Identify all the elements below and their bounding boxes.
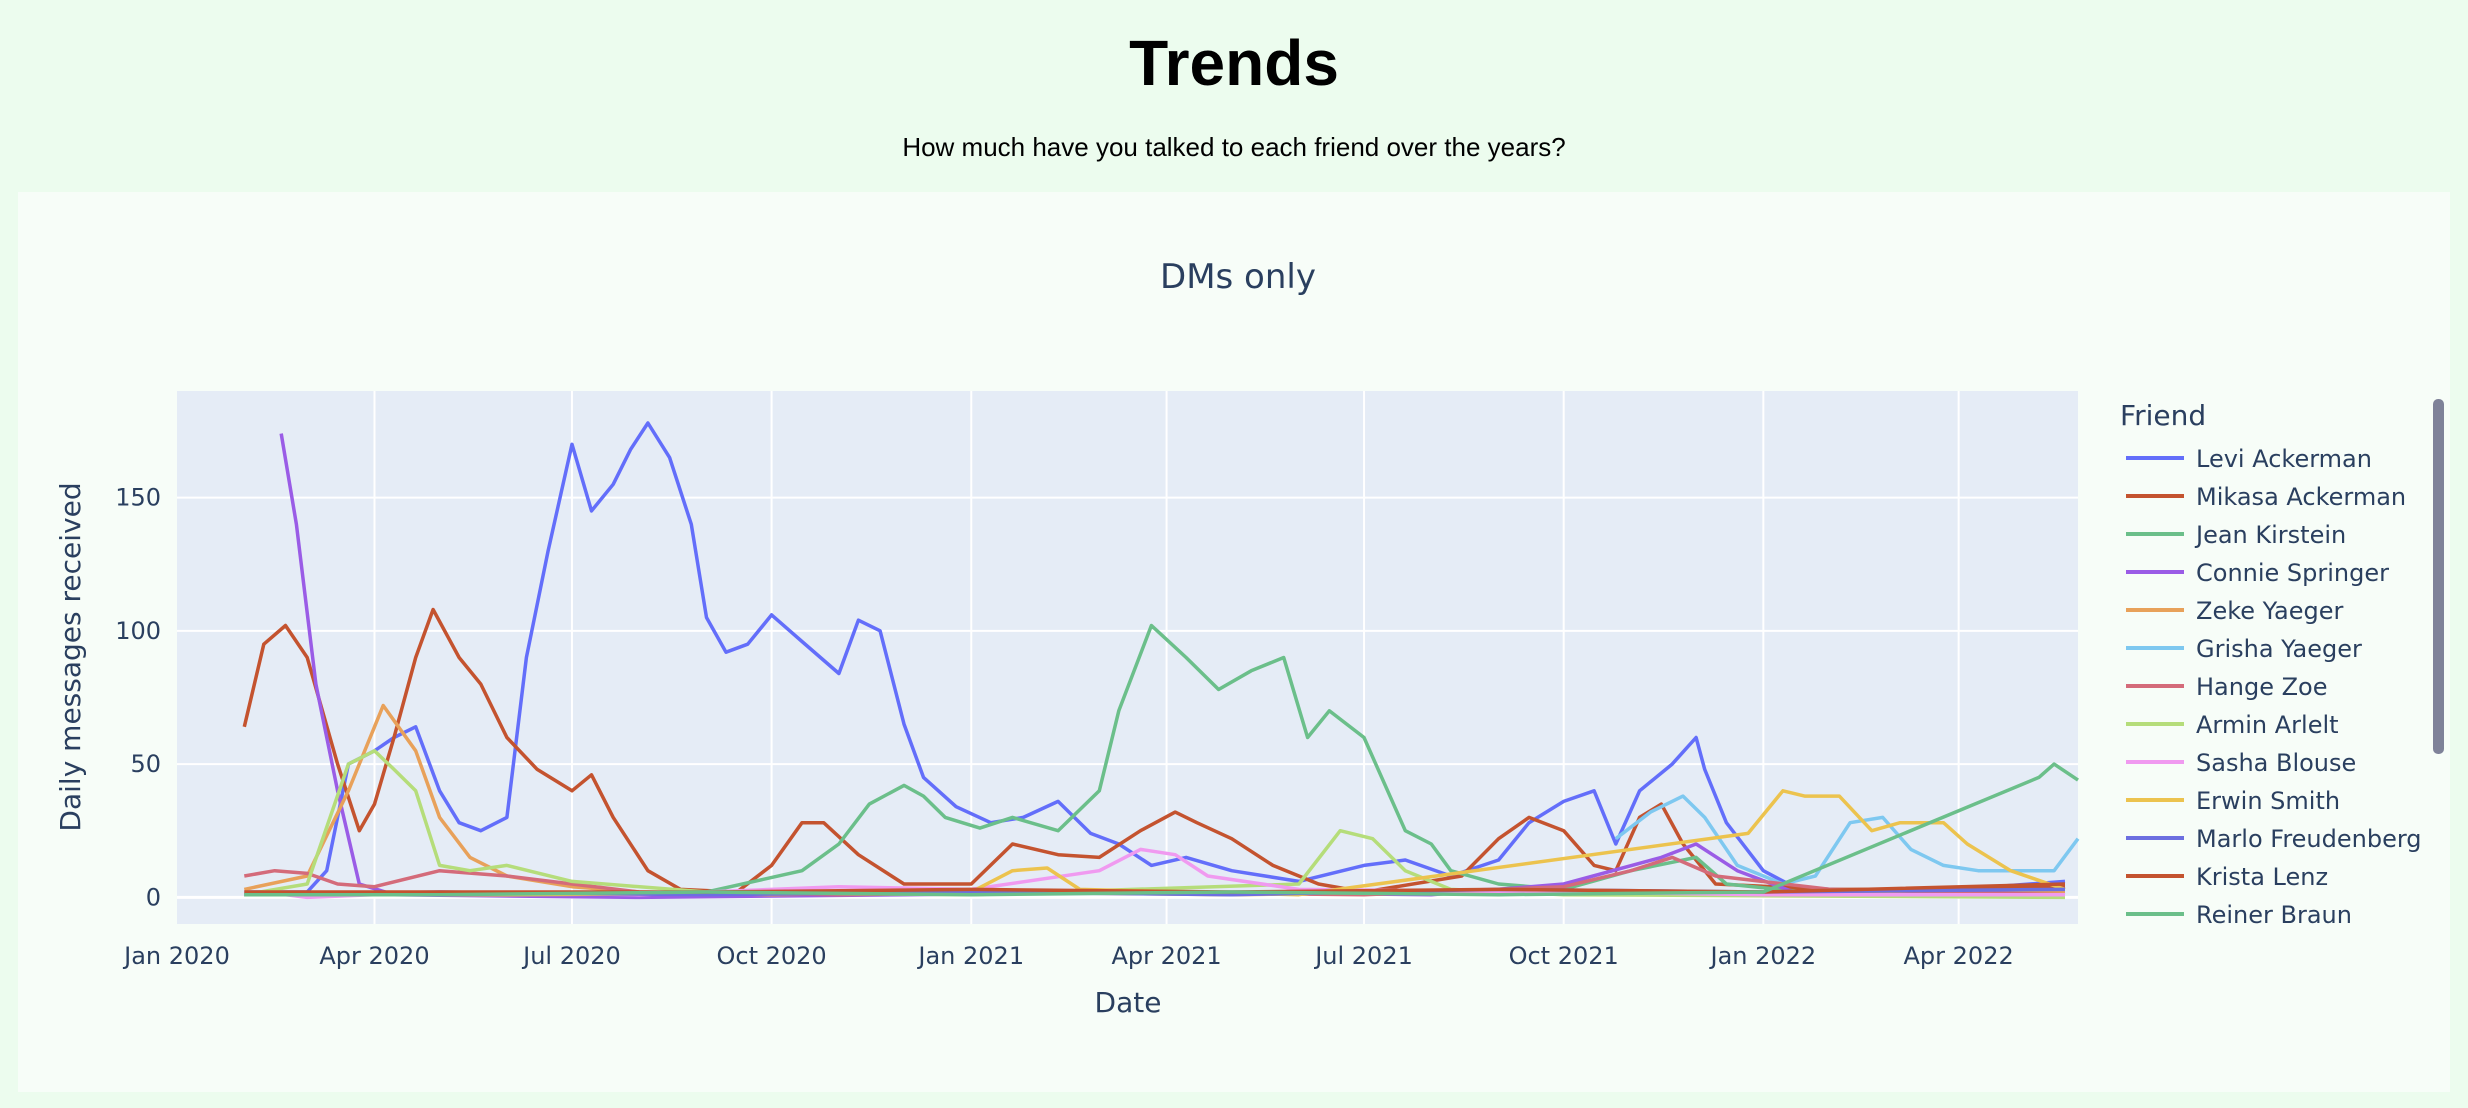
y-axis-label: Daily messages received — [54, 482, 87, 831]
legend-scrollbar-thumb[interactable] — [2433, 399, 2444, 754]
legend-label: Sasha Blouse — [2196, 749, 2356, 777]
legend-label: Grisha Yaeger — [2196, 635, 2362, 663]
legend-item[interactable]: Connie Springer — [2126, 559, 2389, 587]
legend-label: Levi Ackerman — [2196, 445, 2372, 473]
page-subtitle: How much have you talked to each friend … — [902, 132, 1566, 162]
legend-label: Zeke Yaeger — [2196, 597, 2343, 625]
legend-item[interactable]: Hange Zoe — [2126, 673, 2327, 701]
series-line[interactable] — [244, 762, 2079, 897]
page-title: Trends — [1129, 27, 1339, 99]
legend-label: Armin Arlelt — [2196, 711, 2339, 739]
legend: Friend Levi Ackerman Mikasa Ackerman Jean … — [2120, 399, 2422, 929]
line-chart[interactable]: DMs only Jan 2020 Apr 2020 Jul 2020 Oct 202… — [18, 192, 2450, 1092]
y-axis-ticks: 0 50 100 150 — [115, 484, 161, 912]
legend-label: Marlo Freudenberg — [2196, 825, 2422, 853]
series-line[interactable] — [244, 749, 2066, 900]
series-line[interactable] — [244, 789, 2066, 897]
legend-item[interactable]: Jean Kirstein — [2126, 521, 2346, 549]
x-tick-label: Jul 2021 — [1313, 942, 1413, 970]
y-tick-label: 150 — [115, 484, 161, 512]
chart-card: DMs only Jan 2020 Apr 2020 Jul 2020 Oct 202… — [18, 192, 2450, 1092]
legend-item[interactable]: Levi Ackerman — [2126, 445, 2372, 473]
y-tick-label: 100 — [115, 617, 161, 645]
legend-item[interactable]: Krista Lenz — [2126, 863, 2328, 891]
legend-item[interactable]: Erwin Smith — [2126, 787, 2340, 815]
legend-title: Friend — [2120, 399, 2206, 432]
legend-item[interactable]: Reiner Braun — [2126, 901, 2352, 929]
series-lines — [242, 421, 2080, 900]
x-tick-label: Jan 2020 — [122, 942, 230, 970]
x-gridlines — [373, 391, 1960, 924]
legend-label: Connie Springer — [2196, 559, 2389, 587]
series-line[interactable] — [244, 421, 2066, 894]
x-tick-label: Jan 2022 — [1708, 942, 1816, 970]
legend-label: Krista Lenz — [2196, 863, 2328, 891]
legend-item[interactable]: Sasha Blouse — [2126, 749, 2356, 777]
chart-title: DMs only — [1160, 257, 1316, 297]
x-tick-label: Jan 2021 — [916, 942, 1024, 970]
y-tick-label: 50 — [130, 750, 161, 778]
legend-label: Hange Zoe — [2196, 673, 2327, 701]
x-tick-label: Jul 2020 — [521, 942, 621, 970]
x-tick-label: Apr 2021 — [1111, 942, 1221, 970]
series-line[interactable] — [242, 607, 2066, 894]
x-tick-label: Oct 2021 — [1509, 942, 1619, 970]
legend-label: Mikasa Ackerman — [2196, 483, 2406, 511]
x-tick-label: Apr 2022 — [1904, 942, 2014, 970]
x-tick-label: Oct 2020 — [717, 942, 827, 970]
x-axis-label: Date — [1095, 986, 1162, 1019]
legend-scrollbar[interactable] — [2433, 399, 2444, 754]
legend-item[interactable]: Grisha Yaeger — [2126, 635, 2362, 663]
legend-label: Reiner Braun — [2196, 901, 2352, 929]
plot-area[interactable] — [177, 391, 2078, 924]
legend-label: Erwin Smith — [2196, 787, 2340, 815]
legend-item[interactable]: Marlo Freudenberg — [2126, 825, 2422, 853]
legend-item[interactable]: Zeke Yaeger — [2126, 597, 2343, 625]
x-tick-label: Apr 2020 — [319, 942, 429, 970]
legend-item[interactable]: Mikasa Ackerman — [2126, 483, 2406, 511]
legend-label: Jean Kirstein — [2194, 521, 2346, 549]
legend-item[interactable]: Armin Arlelt — [2126, 711, 2339, 739]
y-tick-label: 0 — [146, 883, 161, 911]
x-axis-ticks: Jan 2020 Apr 2020 Jul 2020 Oct 2020 Jan 2021… — [122, 942, 2014, 970]
